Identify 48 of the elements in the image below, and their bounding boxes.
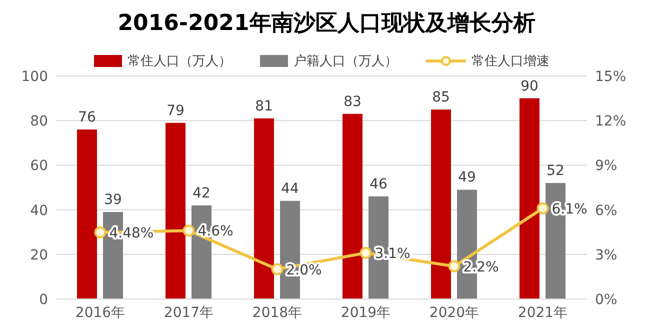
bar [342,114,362,299]
y2-tick-label: 3% [595,247,618,264]
x-tick-label: 2019年 [340,304,391,321]
x-tick-label: 2021年 [518,304,568,321]
legend-label: 常住人口（万人） [128,53,232,70]
data-label: 42 [192,185,210,202]
chart-title: 2016-2021年南沙区人口现状及增长分析 [116,10,536,38]
x-tick-label: 2016年 [75,304,126,321]
x-tick-label: 2020年 [429,304,480,321]
legend-label: 户籍人口（万人） [294,53,398,70]
y2-tick-label: 0% [595,292,618,308]
point [536,202,549,214]
y2-tick-label: 6% [595,202,618,219]
point [360,246,372,259]
data-label: 90 [520,78,538,94]
data-label: 49 [458,170,476,186]
data-label: 85 [432,89,450,106]
y2-tick-label: 12% [595,114,626,130]
point [448,260,460,272]
legend-label: 常住人口增速 [472,53,550,70]
bar [77,130,97,299]
y-tick-label: 20 [30,247,48,264]
y-tick-label: 100 [21,68,48,85]
y-tick-label: 80 [30,114,48,130]
data-label: 4.48% [109,225,154,242]
x-tick-label: 2017年 [164,304,214,321]
bar [254,118,274,299]
data-label: 52 [546,163,564,180]
y2-tick-label: 15% [595,68,626,85]
data-label: 76 [78,110,96,126]
data-label: 3.1% [374,246,410,262]
y-tick-label: 60 [30,158,48,174]
point [182,224,195,237]
point [94,226,106,238]
bar [166,122,186,299]
y-tick-label: 40 [30,202,48,219]
x-tick-label: 2018年 [252,304,302,321]
data-label: 44 [281,180,299,197]
data-label: 81 [255,98,273,114]
data-label: 39 [104,192,122,208]
bar [431,109,451,299]
y2-tick-label: 9% [595,158,618,174]
data-label: 79 [166,102,184,119]
y-tick-label: 0 [39,292,48,308]
bar [520,98,540,299]
point [271,263,284,276]
data-label: 83 [344,94,362,110]
data-label: 46 [370,176,388,192]
